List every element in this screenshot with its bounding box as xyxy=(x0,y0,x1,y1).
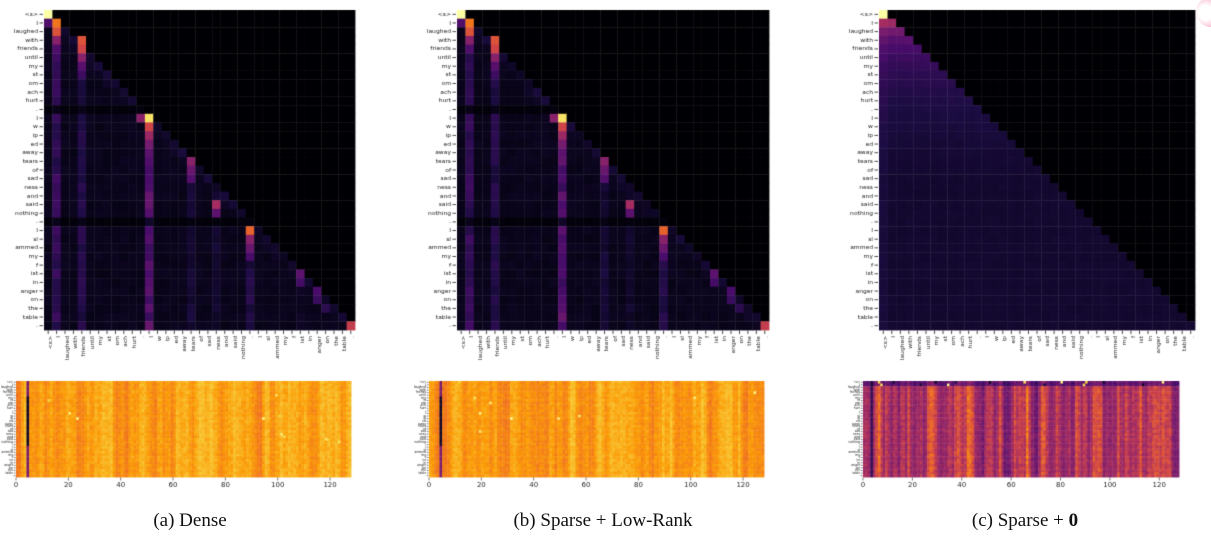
attention-b xyxy=(414,0,792,378)
floating-pink-badge-icon[interactable] xyxy=(1196,0,1211,27)
panel-dense: (a) Dense xyxy=(1,0,379,551)
panel-sparse-zero: (c) Sparse + 0 xyxy=(836,0,1211,551)
caption-c: (c) Sparse + 0 xyxy=(836,510,1211,532)
rowplot-b xyxy=(414,377,792,497)
caption-c-bold: 0 xyxy=(1068,510,1079,531)
panel-sparse-lowrank: (b) Sparse + Low-Rank xyxy=(414,0,792,551)
rowplot-c xyxy=(836,377,1211,497)
caption-a-text: (a) Dense xyxy=(153,510,227,531)
rowplot-a xyxy=(1,377,379,497)
caption-c-text: (c) Sparse + xyxy=(971,510,1069,531)
attention-c xyxy=(836,0,1211,378)
caption-a: (a) Dense xyxy=(1,510,379,532)
caption-b: (b) Sparse + Low-Rank xyxy=(414,510,792,532)
caption-b-text: (b) Sparse + Low-Rank xyxy=(513,510,693,531)
attention-a xyxy=(1,0,379,378)
